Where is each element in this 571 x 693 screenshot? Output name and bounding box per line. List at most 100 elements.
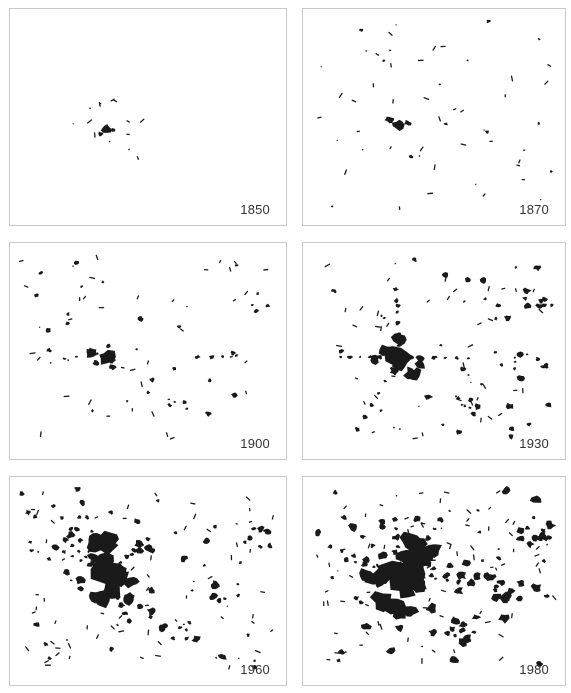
settlement-mark — [244, 290, 249, 296]
urban-corridor — [83, 555, 88, 559]
settlement-mark — [136, 156, 140, 160]
settlement-mark — [438, 116, 441, 122]
town — [531, 515, 536, 520]
secondary-cluster — [513, 356, 516, 359]
settlement-mark — [538, 568, 541, 574]
town — [394, 624, 404, 633]
urban-corridor — [115, 582, 120, 586]
town — [253, 659, 256, 662]
town — [451, 617, 461, 625]
town — [501, 486, 511, 495]
town — [38, 270, 44, 275]
settlement-mark — [316, 554, 319, 558]
secondary-cluster — [449, 626, 456, 633]
secondary-cluster — [230, 350, 237, 356]
urban-corridor — [121, 611, 128, 616]
settlement-mark — [245, 390, 248, 395]
town — [353, 595, 360, 601]
town — [516, 375, 525, 382]
urban-corridor — [348, 523, 357, 533]
settlement-mark — [379, 623, 383, 630]
town — [191, 635, 201, 643]
town — [33, 622, 40, 627]
urban-corridor — [443, 356, 448, 360]
town — [453, 587, 464, 594]
settlement-mark — [488, 506, 492, 510]
settlement-mark — [498, 412, 503, 417]
town — [477, 530, 482, 534]
urban-corridor — [456, 579, 462, 585]
urban-corridor — [98, 556, 106, 563]
urban-area — [422, 544, 442, 558]
town — [344, 651, 347, 653]
urban-corridor — [389, 562, 395, 566]
settlement-mark — [207, 575, 213, 580]
town — [358, 600, 364, 605]
town — [537, 121, 540, 126]
settlement-mark — [419, 146, 424, 152]
town — [62, 357, 67, 360]
town — [38, 326, 41, 329]
year-label-1900: 1900 — [240, 436, 270, 451]
settlement-mark — [512, 520, 516, 525]
urban-corridor — [467, 357, 471, 360]
town — [483, 129, 486, 131]
urban-corridor — [145, 537, 151, 542]
settlement-mark — [19, 259, 24, 263]
town — [483, 297, 487, 301]
town — [395, 494, 398, 497]
settlement-mark — [86, 119, 93, 124]
urban-corridor — [454, 355, 459, 360]
secondary-cluster — [235, 593, 241, 598]
urban-area — [418, 556, 432, 568]
settlement-mark — [245, 496, 251, 501]
town — [72, 123, 74, 125]
urban-corridor — [446, 562, 454, 569]
town — [508, 426, 515, 432]
urban-corridor — [79, 499, 85, 507]
town — [134, 539, 143, 549]
town — [443, 122, 448, 126]
urban-corridor — [445, 578, 450, 582]
secondary-cluster — [538, 298, 544, 304]
town — [49, 361, 52, 364]
town — [550, 169, 553, 173]
settlement-mark — [487, 285, 490, 292]
settlement-mark — [50, 519, 55, 524]
town — [387, 569, 395, 577]
settlement-mark — [375, 53, 380, 56]
settlement-mark — [446, 542, 452, 545]
town — [135, 348, 138, 351]
settlement-mark — [465, 524, 470, 527]
secondary-cluster — [253, 309, 259, 314]
settlement-mark — [344, 307, 347, 313]
town — [413, 515, 421, 523]
town — [69, 579, 73, 582]
secondary-cluster — [546, 535, 553, 540]
town — [190, 589, 194, 592]
settlement-mark — [365, 631, 369, 635]
town — [503, 315, 512, 322]
settlement-mark — [383, 544, 386, 550]
town — [214, 656, 218, 659]
settlement-mark — [399, 348, 403, 352]
urban-area — [384, 597, 402, 612]
urban-area — [400, 606, 420, 617]
town — [516, 527, 525, 535]
secondary-cluster — [458, 626, 466, 634]
secondary-cluster — [499, 591, 510, 603]
town — [484, 130, 489, 134]
urban-area — [110, 127, 116, 132]
secondary-cluster — [515, 595, 523, 602]
town — [408, 154, 414, 159]
town — [185, 407, 189, 410]
town — [456, 429, 463, 435]
urban-corridor — [376, 392, 381, 395]
settlement-mark — [235, 542, 238, 547]
settlement-mark — [349, 575, 354, 578]
settlement-mark — [139, 656, 144, 660]
settlement-mark — [453, 649, 456, 654]
town — [108, 510, 113, 515]
urban-corridor — [394, 297, 399, 304]
secondary-cluster — [463, 634, 472, 644]
